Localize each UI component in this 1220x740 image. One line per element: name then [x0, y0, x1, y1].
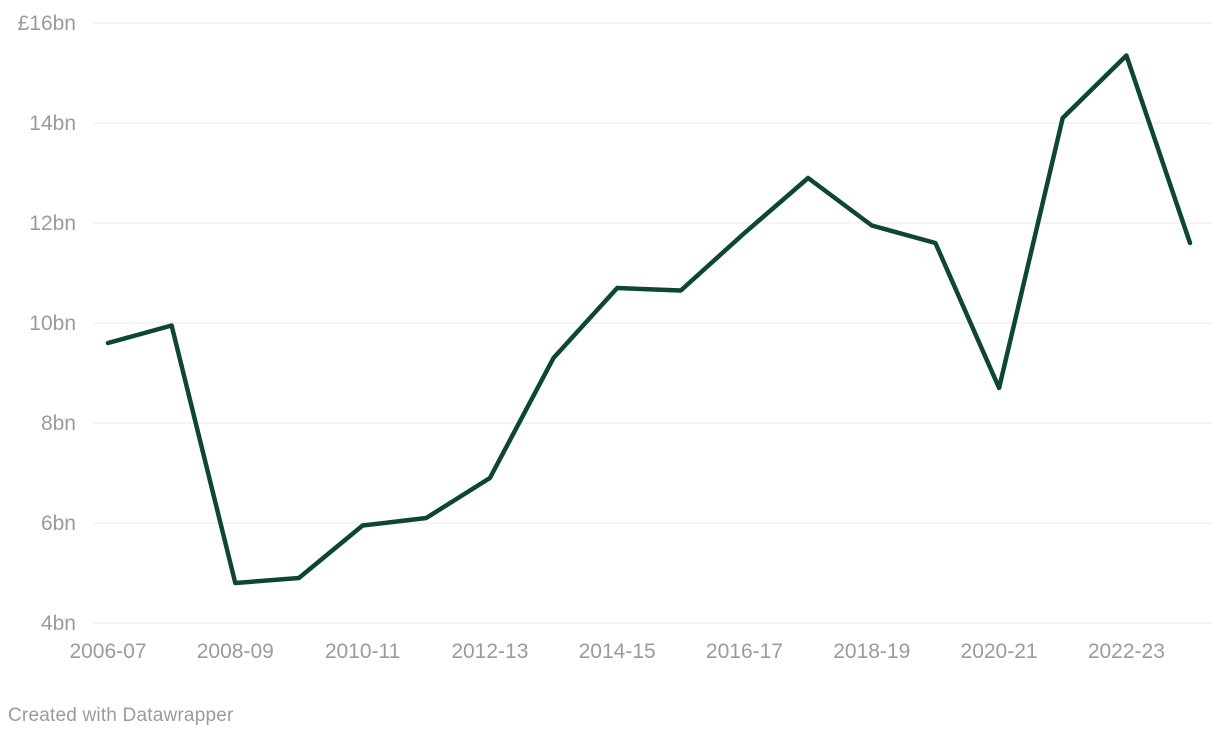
data-series — [105, 53, 1193, 586]
x-tick-label: 2022-23 — [1088, 640, 1165, 663]
y-axis-labels: 4bn 6bn 8bn 10bn 12bn 14bn £16bn — [18, 12, 76, 635]
x-tick-label: 2006-07 — [69, 640, 146, 663]
y-tick-label: 8bn — [41, 412, 76, 435]
datawrapper-credit: Created with Datawrapper — [8, 705, 234, 726]
x-tick-label: 2010-11 — [325, 640, 401, 663]
x-tick-label: 2018-19 — [833, 640, 910, 663]
y-tick-label: 10bn — [29, 312, 76, 335]
x-tick-label: 2016-17 — [706, 640, 783, 663]
data-line — [105, 53, 1193, 586]
x-tick-label: 2008-09 — [197, 640, 274, 663]
x-tick-label: 2020-21 — [961, 640, 1038, 663]
x-tick-label: 2014-15 — [579, 640, 656, 663]
y-tick-label: £16bn — [18, 12, 76, 35]
y-tick-label: 4bn — [41, 612, 76, 635]
gridlines — [93, 22, 1212, 624]
y-tick-label: 6bn — [41, 512, 76, 535]
x-axis-labels: 2006-07 2008-09 2010-11 2012-13 2014-15 2016-… — [69, 640, 1164, 663]
y-tick-label: 12bn — [29, 212, 76, 235]
x-tick-label: 2012-13 — [451, 640, 528, 663]
y-tick-label: 14bn — [29, 112, 76, 135]
